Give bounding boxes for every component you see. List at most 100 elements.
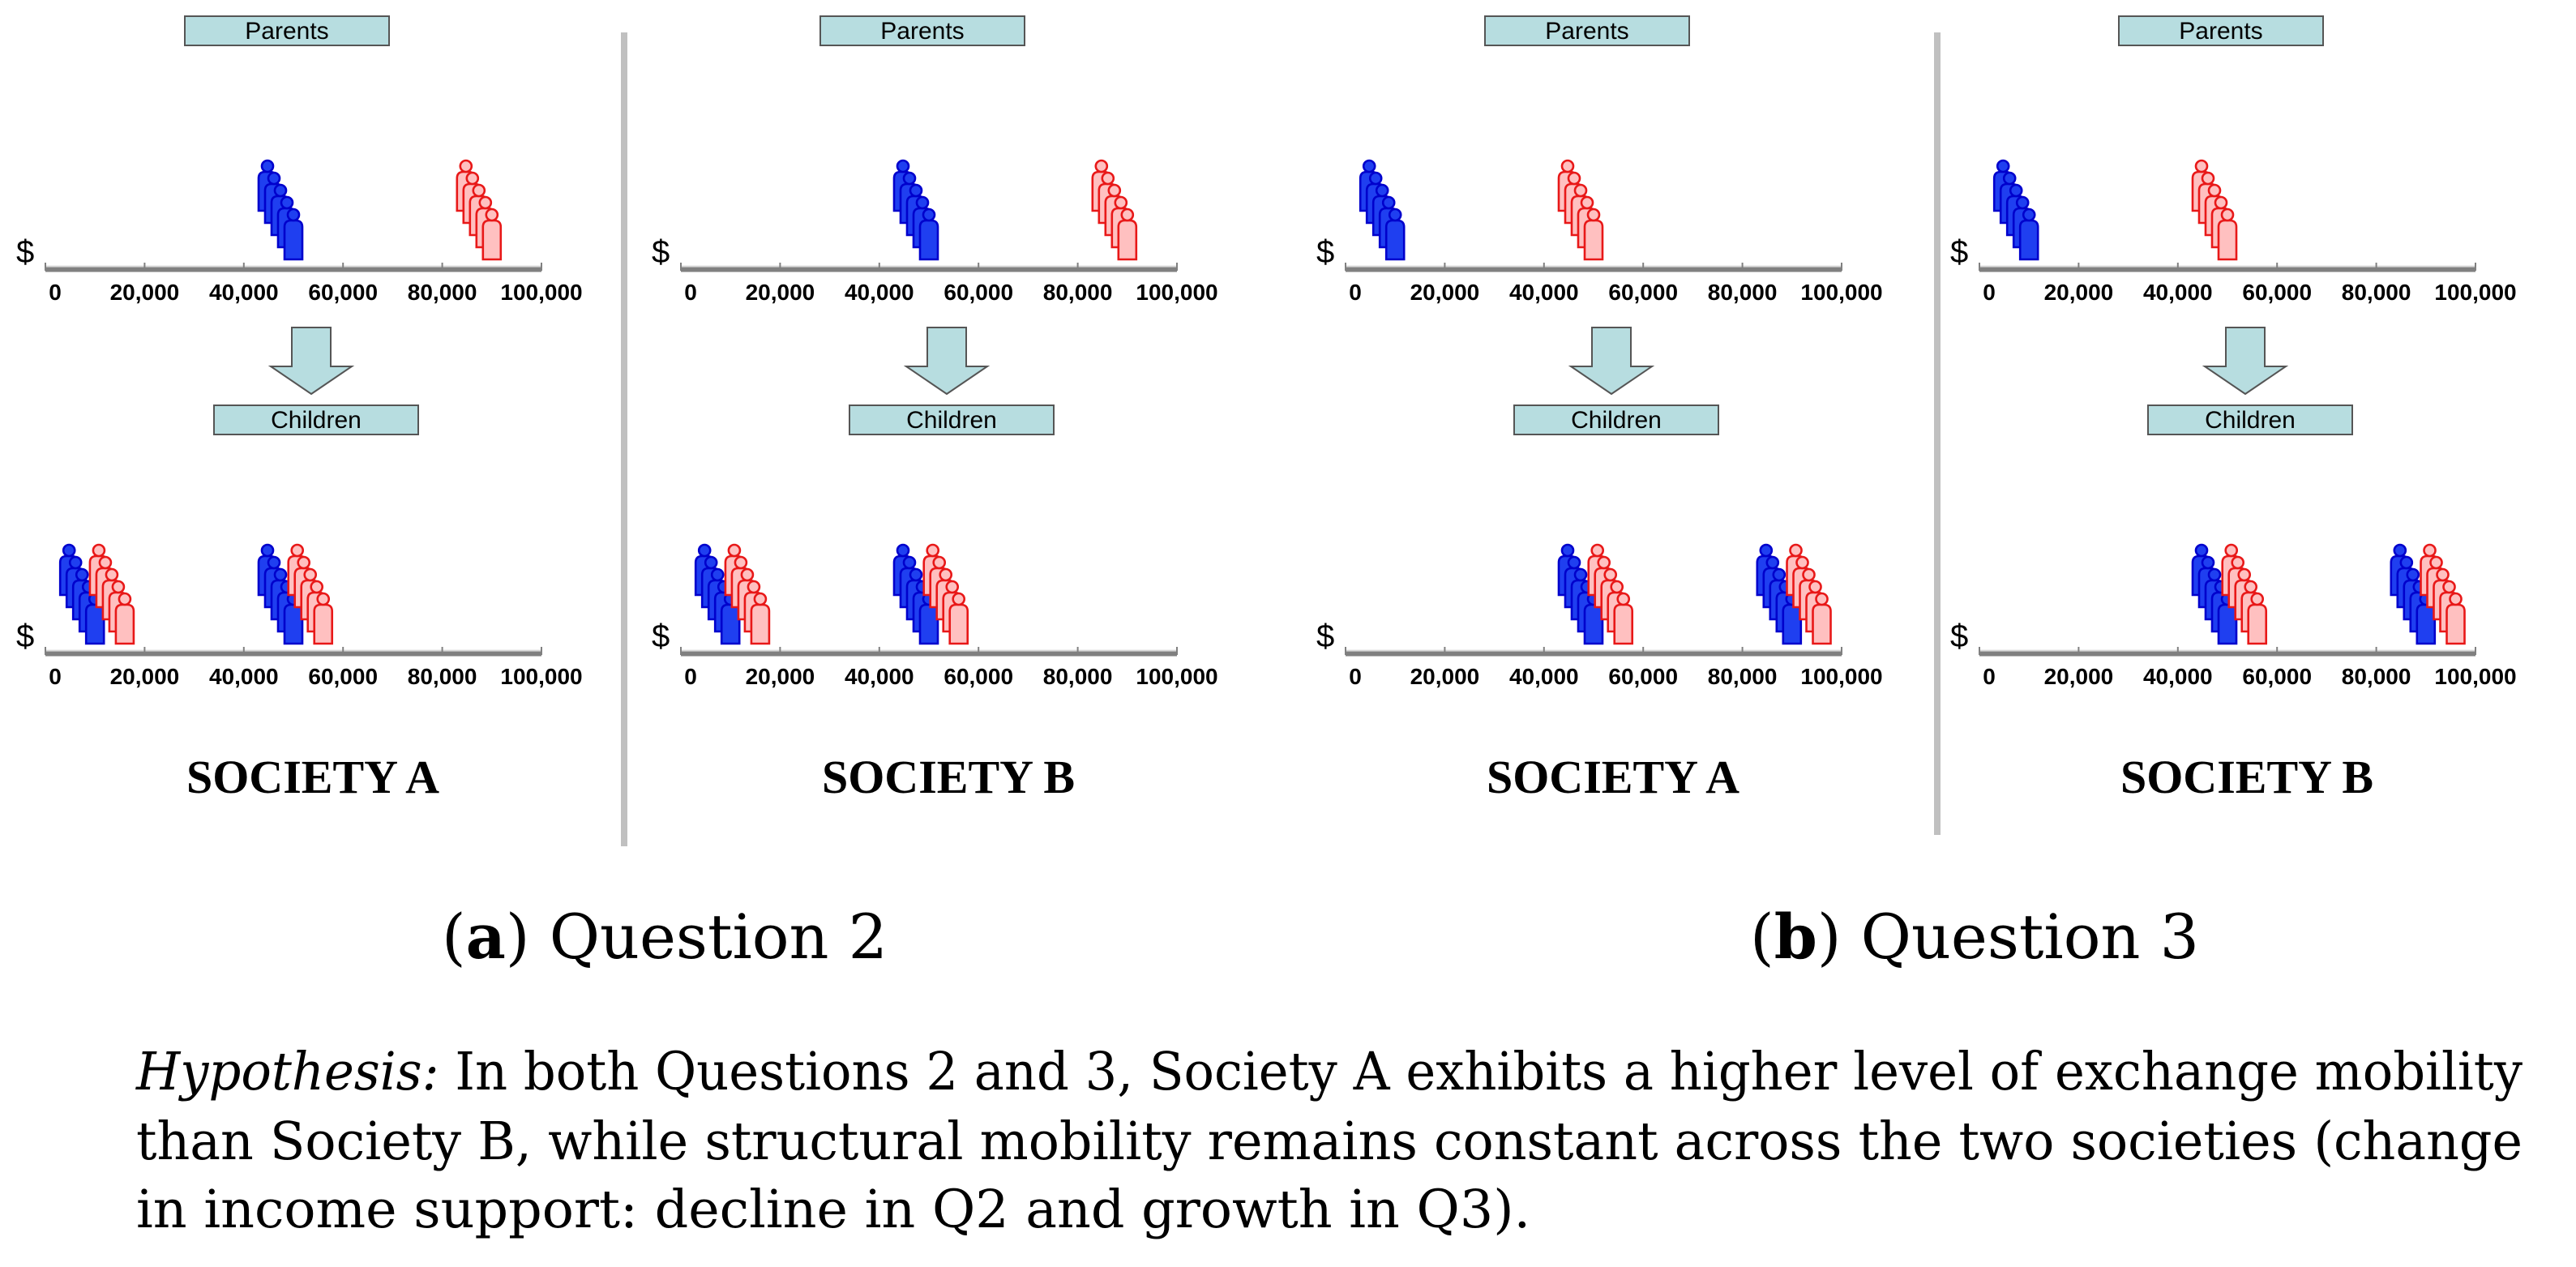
axis-tick-label: 0	[49, 664, 62, 689]
axis-tick-label: 20,000	[110, 664, 180, 689]
axis-tick-label: 40,000	[1509, 664, 1579, 689]
axis-tick-label: 0	[684, 280, 697, 305]
red-person-stack	[1091, 159, 1138, 261]
axis-tick-label: 20,000	[1410, 664, 1480, 689]
axis-tick-label: 100,000	[1800, 664, 1882, 689]
axis-tick-label: 80,000	[2342, 280, 2411, 305]
axis-tick-label: 20,000	[1410, 280, 1480, 305]
red-person-stack	[456, 159, 503, 261]
axis-tick-label: 80,000	[1708, 280, 1778, 305]
currency-label: $	[1316, 234, 1334, 270]
axis-tick-label: 0	[1983, 664, 1996, 689]
children-label: Children	[906, 407, 997, 434]
axis-tick-label: 40,000	[845, 664, 914, 689]
currency-label: $	[16, 234, 34, 270]
person-icon	[283, 208, 304, 261]
person-icon	[1583, 208, 1604, 261]
axis-tick-label: 80,000	[408, 280, 477, 305]
axis-tick-label: 20,000	[746, 280, 815, 305]
person-icon	[2247, 592, 2268, 645]
parents-box	[819, 15, 1025, 46]
red-person-stack	[1557, 159, 1604, 261]
axis-tick-label: 20,000	[2044, 664, 2114, 689]
axis-tick-label: 20,000	[2044, 280, 2114, 305]
down-arrow-icon	[1568, 327, 1655, 396]
person-icon	[2445, 592, 2466, 645]
subcaption-b: (b) Question 3	[1750, 901, 2199, 973]
axis-tick-label: 80,000	[1043, 280, 1113, 305]
axis-tick-label: 40,000	[2143, 280, 2213, 305]
axis-tick-label: 40,000	[845, 280, 914, 305]
society-title: SOCIETY B	[822, 751, 1075, 803]
parents-label: Parents	[880, 18, 964, 45]
red-person-stack	[2191, 159, 2238, 261]
down-arrow-icon	[267, 327, 355, 396]
currency-label: $	[1950, 619, 1968, 654]
axis-tick-label: 80,000	[2342, 664, 2411, 689]
subcaption-a: (a) Question 2	[442, 901, 888, 973]
axis-tick-label: 100,000	[1136, 664, 1217, 689]
parents-box	[2118, 15, 2324, 46]
axis-tick-label: 100,000	[500, 664, 582, 689]
axis-tick-label: 0	[1349, 664, 1362, 689]
hypothesis-line-2: than Society B, while structural mobilit…	[136, 1111, 2523, 1172]
currency-label: $	[1316, 619, 1334, 654]
society-title: SOCIETY B	[2120, 751, 2373, 803]
axis-tick-label: 40,000	[2143, 664, 2213, 689]
axis-tick-label: 60,000	[1608, 280, 1678, 305]
axis-tick-label: 100,000	[2434, 664, 2516, 689]
person-icon	[313, 592, 334, 645]
parents-label: Parents	[1545, 18, 1628, 45]
axis-tick-label: 60,000	[308, 280, 378, 305]
axis-tick-label: 100,000	[500, 280, 582, 305]
person-icon	[1613, 592, 1634, 645]
parents-box	[184, 15, 390, 46]
parents-label: Parents	[245, 18, 328, 45]
axis-tick-label: 40,000	[209, 664, 279, 689]
axis-tick-label: 80,000	[1043, 664, 1113, 689]
hypothesis-line-1: Hypothesis: In both Questions 2 and 3, S…	[135, 1042, 2523, 1102]
blue-person-stack	[892, 159, 939, 261]
axis-tick-label: 60,000	[1608, 664, 1678, 689]
person-icon	[114, 592, 135, 645]
currency-label: $	[1950, 234, 1968, 270]
person-icon	[918, 208, 939, 261]
person-icon	[2018, 208, 2039, 261]
axis-tick-label: 60,000	[944, 664, 1013, 689]
axis-tick-label: 0	[684, 664, 697, 689]
children-box	[2147, 404, 2353, 435]
axis-tick-label: 60,000	[2242, 664, 2312, 689]
person-icon	[481, 208, 503, 261]
person-icon	[1812, 592, 1832, 645]
axis-tick-label: 100,000	[1800, 280, 1882, 305]
children-box	[213, 404, 419, 435]
hypothesis-line-3: in income support: decline in Q2 and gro…	[136, 1179, 1530, 1240]
blue-person-stack	[1992, 159, 2039, 261]
society-title: SOCIETY A	[186, 751, 439, 803]
society-title: SOCIETY A	[1487, 751, 1739, 803]
children-label: Children	[271, 407, 362, 434]
axis-tick-label: 20,000	[110, 280, 180, 305]
children-label: Children	[1571, 407, 1662, 434]
axis-tick-label: 60,000	[2242, 280, 2312, 305]
blue-person-stack	[1359, 159, 1406, 261]
person-icon	[1117, 208, 1138, 261]
panels: Parents $0 20,000 40,000 60,000 80,000 100,000…	[16, 15, 2517, 803]
axis-tick-label: 0	[1983, 280, 1996, 305]
currency-label: $	[16, 619, 34, 654]
person-icon	[2217, 208, 2238, 261]
axis-tick-label: 80,000	[408, 664, 477, 689]
down-arrow-icon	[903, 327, 991, 396]
children-box	[849, 404, 1055, 435]
axis-tick-label: 60,000	[308, 664, 378, 689]
axis-tick-label: 80,000	[1708, 664, 1778, 689]
axis-tick-label: 40,000	[209, 280, 279, 305]
axis-tick-label: 60,000	[944, 280, 1013, 305]
axis-tick-label: 100,000	[2434, 280, 2516, 305]
person-icon	[1384, 208, 1406, 261]
blue-person-stack	[257, 159, 304, 261]
parents-label: Parents	[2179, 18, 2262, 45]
children-label: Children	[2205, 407, 2296, 434]
currency-label: $	[652, 234, 670, 270]
axis-tick-label: 0	[49, 280, 62, 305]
